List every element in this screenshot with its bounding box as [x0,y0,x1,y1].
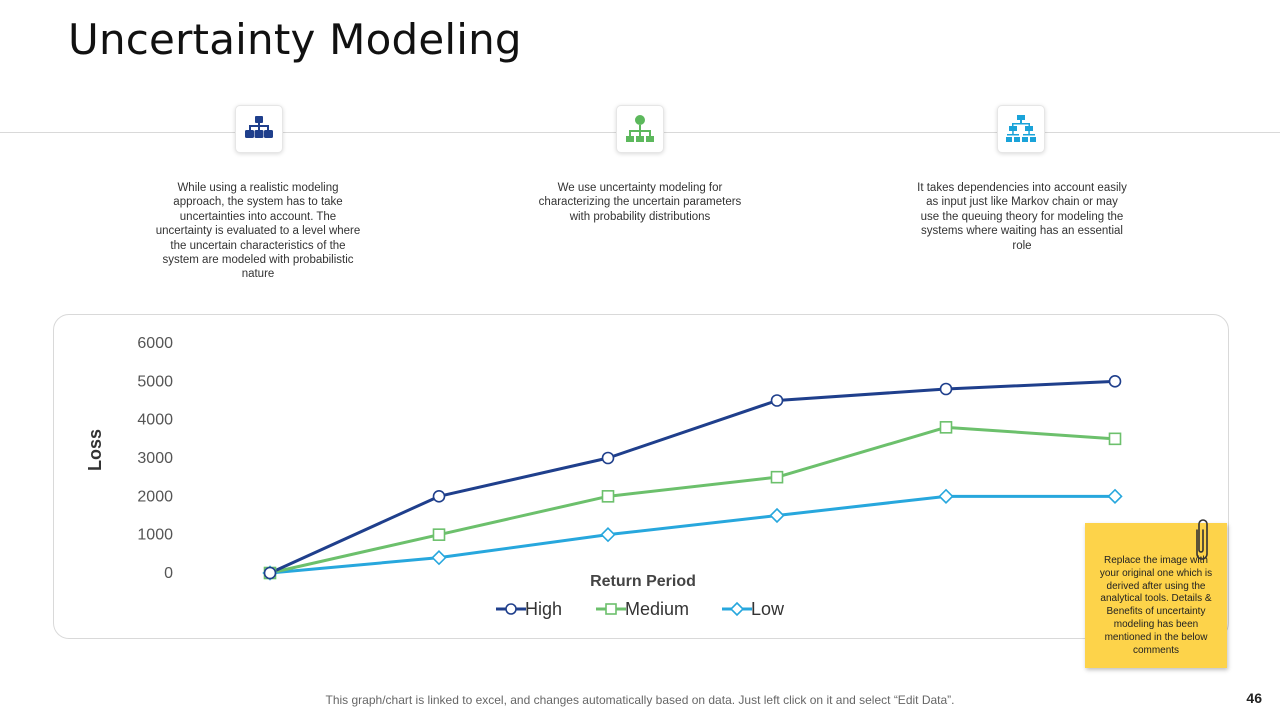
data-point-medium [770,470,784,484]
data-point-high [770,394,784,407]
feature-1-text: While using a realistic modeling approac… [155,182,361,281]
paperclip-icon [1196,519,1208,560]
feature-2-icon-box [616,105,664,153]
data-point-high [939,382,953,396]
y-tick-label: 4000 [137,412,173,429]
feature-3-icon-box [997,105,1045,153]
data-point-low [769,507,785,524]
sticky-note: Replace the image with your original one… [1085,523,1227,668]
data-point-high [263,566,277,580]
chart-panel [53,314,1229,639]
slide-title: Uncertainty Modeling [68,15,522,64]
data-point-low [938,488,954,504]
data-point-low [1107,488,1123,504]
y-tick-label: 0 [164,565,173,582]
org-chart-icon [245,116,273,138]
y-axis-title: Loss [85,429,105,471]
sticky-note-text: Replace the image with your original one… [1099,555,1213,656]
y-tick-label: 2000 [137,488,173,505]
x-axis-title: Return Period [590,573,696,590]
legend-label-medium: Medium [625,599,689,619]
data-point-medium [939,421,953,434]
legend-marker-medium [605,603,617,615]
data-point-low [431,550,447,566]
data-point-medium [601,490,615,503]
y-tick-label: 3000 [137,450,173,467]
y-tick-label: 5000 [137,373,173,390]
data-point-low [600,527,616,543]
series-line-high [269,379,1116,575]
footer-note: This graph/chart is linked to excel, and… [325,693,955,707]
sitemap-icon [1006,115,1036,142]
feature-3-text: It takes dependencies into account easil… [917,182,1127,252]
data-point-high [432,490,446,503]
data-point-medium [432,528,446,541]
feature-2-text: We use uncertainty modeling for characte… [538,182,742,223]
page-number: 46 [1246,690,1262,706]
hierarchy-icon [626,115,654,142]
legend-marker-low [729,601,745,617]
data-point-high [1108,375,1122,388]
series-line-medium [269,425,1116,575]
legend-label-high: High [525,599,562,619]
legend-label-low: Low [751,599,785,619]
y-tick-label: 1000 [137,527,173,544]
series-line-low [269,494,1115,575]
data-point-medium [1108,432,1122,446]
y-tick-label: 6000 [137,335,173,352]
legend-marker-high [505,603,517,615]
data-point-high [601,451,615,465]
feature-1-icon-box [235,105,283,153]
